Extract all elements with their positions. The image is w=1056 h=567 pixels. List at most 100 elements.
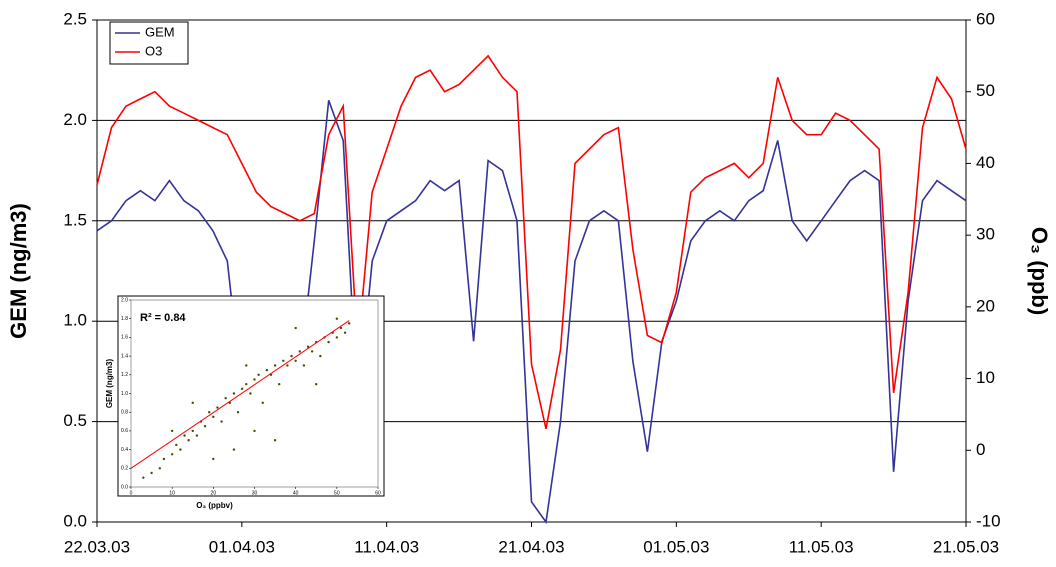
- scatter-point: [224, 396, 227, 400]
- x-tick-label: 21.04.03: [498, 537, 564, 556]
- legend-label: GEM: [145, 24, 175, 39]
- scatter-point: [294, 326, 297, 330]
- y2-tick-label: 10: [976, 368, 995, 387]
- inset-y-tick-label: 0.6: [121, 428, 128, 434]
- scatter-point: [150, 471, 153, 475]
- scatter-point: [298, 350, 301, 353]
- scatter-point: [339, 326, 343, 330]
- inset-y-tick-label: 0.2: [121, 466, 128, 472]
- scatter-point: [315, 382, 318, 386]
- y-tick-label: 0.0: [63, 511, 87, 530]
- legend-label: O3: [145, 43, 162, 58]
- y2-tick-label: 20: [976, 296, 995, 315]
- scatter-point: [236, 411, 240, 414]
- scatter-point: [245, 364, 248, 367]
- x-tick-label: 11.04.03: [354, 537, 419, 556]
- scatter-point: [191, 401, 194, 405]
- y2-axis-title: O₃ (ppb): [1027, 227, 1052, 315]
- scatter-point: [306, 345, 310, 348]
- scatter-point: [273, 364, 277, 367]
- scatter-point: [232, 392, 236, 395]
- scatter-point: [158, 467, 162, 470]
- inset-y-tick-label: 0.0: [121, 484, 128, 490]
- scatter-point: [175, 443, 178, 447]
- scatter-point: [162, 457, 166, 461]
- scatter-point: [240, 387, 244, 391]
- inset-y-tick-label: 1.4: [121, 353, 128, 359]
- series-line: [96, 54, 967, 429]
- inset-x-tick-label: 20: [211, 490, 217, 496]
- y-tick-label: 2.5: [63, 9, 87, 28]
- scatter-point: [208, 411, 211, 414]
- inset-y-tick-label: 0.8: [121, 410, 128, 416]
- x-tick-label: 01.05.03: [643, 537, 709, 556]
- y-tick-label: 1.0: [63, 311, 87, 330]
- scatter-point: [294, 359, 297, 362]
- scatter-point: [253, 378, 256, 381]
- fit-line: [130, 320, 350, 469]
- scatter-point: [142, 476, 145, 479]
- scatter-point: [290, 354, 293, 358]
- scatter-point: [170, 429, 174, 433]
- scatter-point: [179, 448, 182, 451]
- x-tick-label: 11.05.03: [789, 537, 854, 556]
- y2-tick-label: 50: [976, 81, 995, 100]
- scatter-point: [302, 364, 306, 367]
- scatter-point: [187, 439, 190, 442]
- scatter-point: [319, 354, 322, 358]
- y-tick-label: 2.0: [63, 110, 87, 129]
- y2-tick-label: 60: [976, 9, 995, 28]
- scatter-point: [249, 392, 252, 395]
- scatter-point: [282, 359, 285, 362]
- inset-x-tick-label: 60: [375, 490, 381, 496]
- scatter-point: [195, 434, 199, 437]
- y-tick-label: 1.5: [63, 210, 87, 229]
- y2-tick-label: 0: [976, 440, 985, 459]
- scatter-point: [183, 434, 186, 437]
- inset-y-tick-label: 2.0: [121, 297, 128, 303]
- scatter-point: [335, 317, 339, 320]
- scatter-point: [265, 368, 269, 372]
- scatter-point: [191, 429, 194, 433]
- y2-tick-label: 40: [976, 153, 995, 172]
- inset-y-tick-label: 1.6: [121, 335, 128, 341]
- scatter-point: [212, 457, 215, 461]
- scatter-point: [170, 453, 174, 456]
- scatter-point: [203, 425, 207, 428]
- scatter-point: [327, 340, 330, 344]
- scatter-point: [343, 331, 347, 334]
- scatter-point: [212, 415, 215, 419]
- scatter-point: [253, 429, 256, 433]
- inset-x-tick-label: 10: [169, 490, 175, 496]
- scatter-point: [216, 406, 219, 409]
- y2-tick-label: -10: [976, 511, 1001, 530]
- scatter-point: [347, 322, 351, 325]
- scatter-point: [286, 364, 289, 367]
- inset-y-tick-label: 1.2: [121, 372, 128, 378]
- y-axis-title: GEM (ng/m3): [6, 203, 31, 339]
- inset-x-tick-label: 0: [130, 490, 133, 496]
- x-tick-label: 22.03.03: [64, 537, 130, 556]
- inset-x-title: O₃ (ppbv): [196, 501, 233, 510]
- inset-x-tick-label: 30: [252, 490, 258, 496]
- y-tick-label: 0.5: [63, 411, 87, 430]
- scatter-point: [245, 382, 248, 386]
- legend-box: [109, 21, 189, 65]
- inset-x-tick-label: 40: [293, 490, 299, 496]
- inset-y-tick-label: 0.4: [121, 447, 128, 453]
- inset-y-tick-label: 1.8: [121, 316, 128, 322]
- scatter-point: [278, 382, 281, 386]
- scatter-point: [257, 373, 260, 376]
- scatter-point: [335, 336, 339, 339]
- x-tick-label: 01.04.03: [209, 537, 275, 556]
- scatter-point: [232, 448, 236, 451]
- inset-y-tick-label: 1.0: [121, 391, 128, 397]
- scatter-point: [273, 439, 277, 442]
- scatter-point: [261, 401, 264, 405]
- inset-y-title: GEM (ng/m3): [105, 359, 114, 409]
- inset-x-tick-label: 50: [334, 490, 340, 496]
- inset-annotation: R² = 0.84: [140, 312, 186, 324]
- x-tick-label: 21.05.03: [933, 537, 999, 556]
